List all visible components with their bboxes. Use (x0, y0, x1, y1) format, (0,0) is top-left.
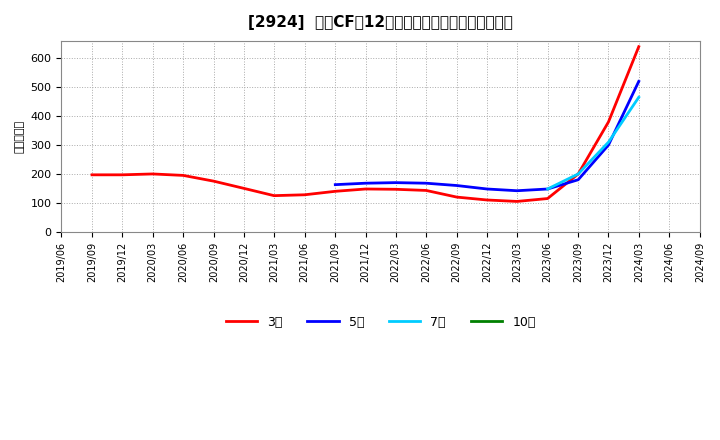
Legend: 3年, 5年, 7年, 10年: 3年, 5年, 7年, 10年 (221, 311, 541, 334)
Y-axis label: （百万円）: （百万円） (15, 120, 25, 153)
Title: [2924]  営業CFの12か月移動合計の標準偏差の推移: [2924] 営業CFの12か月移動合計の標準偏差の推移 (248, 15, 513, 30)
